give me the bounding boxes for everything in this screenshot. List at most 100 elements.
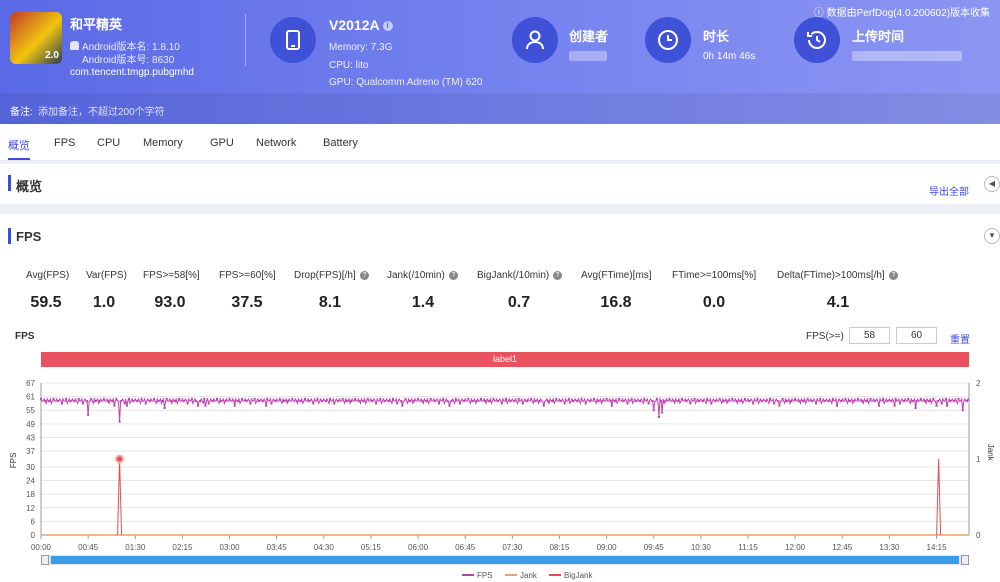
fps-point: [949, 400, 952, 403]
x-tick-label: 12:45: [832, 543, 853, 552]
y-tick-label: 6: [31, 517, 36, 526]
collapse-down-icon[interactable]: ▼: [984, 228, 1000, 244]
fps-point: [87, 413, 90, 416]
fps-point: [197, 404, 200, 407]
fps-point: [115, 397, 118, 400]
fps-point: [639, 400, 642, 403]
fps-point: [350, 400, 353, 403]
tab-memory[interactable]: Memory: [143, 137, 183, 149]
fps-point: [178, 397, 181, 400]
metric-value: 59.5: [30, 294, 62, 311]
fps-point: [856, 397, 859, 400]
export-all-link[interactable]: 导出全部: [929, 187, 969, 198]
collapse-left-icon[interactable]: ◀: [984, 176, 1000, 192]
scrollbar-left-handle[interactable]: [41, 555, 49, 565]
fps-point: [777, 400, 780, 403]
fps-threshold-input-2[interactable]: 60: [896, 327, 937, 344]
fps-point: [735, 400, 738, 403]
help-icon[interactable]: ?: [360, 271, 369, 280]
fps-point: [672, 400, 675, 403]
legend-jank[interactable]: Jank: [505, 571, 537, 580]
fps-point: [610, 404, 613, 407]
x-tick-label: 00:45: [78, 543, 99, 552]
scrollbar-selected-range[interactable]: [51, 556, 959, 564]
metric-label: Delta(FTime)>100ms[/h]: [777, 270, 885, 281]
fps-point: [542, 404, 545, 407]
fps-point: [609, 400, 612, 403]
fps-point: [169, 400, 172, 403]
fps-point: [567, 397, 570, 400]
help-icon[interactable]: ?: [449, 271, 458, 280]
metric-label: FPS>=58[%]: [143, 270, 200, 281]
fps-point: [739, 400, 742, 403]
section-marker: [8, 175, 11, 191]
fps-point: [935, 404, 938, 407]
game-app-icon: 2.0: [10, 12, 62, 64]
fps-point: [505, 397, 508, 400]
history-icon: [794, 17, 840, 63]
fps-point: [232, 400, 235, 403]
tab-fps[interactable]: FPS: [54, 137, 76, 149]
fps-point: [794, 397, 797, 400]
fps-point: [125, 404, 128, 407]
y2-tick-label: 1: [976, 455, 981, 464]
fps-point: [228, 397, 231, 400]
fps-point: [316, 397, 319, 400]
fps-point: [421, 400, 424, 403]
help-icon[interactable]: ?: [553, 271, 562, 280]
fps-point: [379, 397, 382, 400]
label-band[interactable]: label1: [41, 352, 969, 367]
fps-point: [660, 400, 663, 403]
note-bar: 备注: 添加备注，不超过200个字符: [0, 93, 1000, 124]
upload-time-redacted: [852, 51, 962, 61]
fps-point: [282, 400, 285, 403]
fps-point: [576, 400, 579, 403]
fps-point: [559, 400, 562, 403]
fps-point: [90, 397, 93, 400]
fps-threshold-input-1[interactable]: 58: [849, 327, 890, 344]
legend-bigjank[interactable]: BigJank: [549, 571, 592, 580]
fps-point: [161, 400, 164, 403]
fps-point: [358, 400, 361, 403]
x-tick-label: 10:30: [691, 543, 712, 552]
info-icon[interactable]: i: [382, 21, 393, 31]
time-range-scrollbar[interactable]: [41, 555, 969, 565]
fps-point: [538, 400, 541, 403]
fps-point: [500, 402, 503, 405]
fps-point: [890, 400, 893, 403]
fps-point: [710, 402, 713, 405]
fps-point: [204, 404, 207, 407]
tab-network[interactable]: Network: [256, 137, 297, 149]
note-input[interactable]: 添加备注，不超过200个字符: [38, 107, 165, 118]
fps-point: [957, 397, 960, 400]
fps-point: [778, 404, 781, 407]
fps-point: [584, 402, 587, 405]
fps-point: [919, 397, 922, 400]
fps-point: [651, 400, 654, 403]
help-icon[interactable]: ?: [889, 271, 898, 280]
tab-gpu[interactable]: GPU: [210, 137, 234, 149]
fps-point: [132, 400, 135, 403]
fps-point: [220, 400, 223, 403]
fps-point: [341, 397, 344, 400]
fps-point: [928, 400, 931, 403]
fps-point: [946, 404, 949, 407]
bigjank-spike: [936, 458, 942, 536]
fps-point: [643, 397, 646, 400]
fps-point: [236, 400, 239, 403]
overview-title: 概览: [16, 179, 43, 194]
reset-link[interactable]: 重置: [950, 335, 970, 346]
tab-overview[interactable]: 概览: [8, 140, 30, 152]
fps-point: [215, 397, 218, 400]
tab-cpu[interactable]: CPU: [97, 137, 121, 149]
metric-label: FTime>=100ms[%]: [672, 270, 757, 281]
overview-panel: 概览 导出全部 ◀: [0, 164, 1000, 204]
fps-point: [894, 397, 897, 400]
scrollbar-right-handle[interactable]: [961, 555, 969, 565]
tab-battery[interactable]: Battery: [323, 137, 358, 149]
android-version-code: Android版本号: 8630: [82, 55, 175, 66]
x-tick-label: 08:15: [549, 543, 570, 552]
legend-fps[interactable]: FPS: [462, 571, 493, 580]
fps-point: [182, 400, 185, 403]
